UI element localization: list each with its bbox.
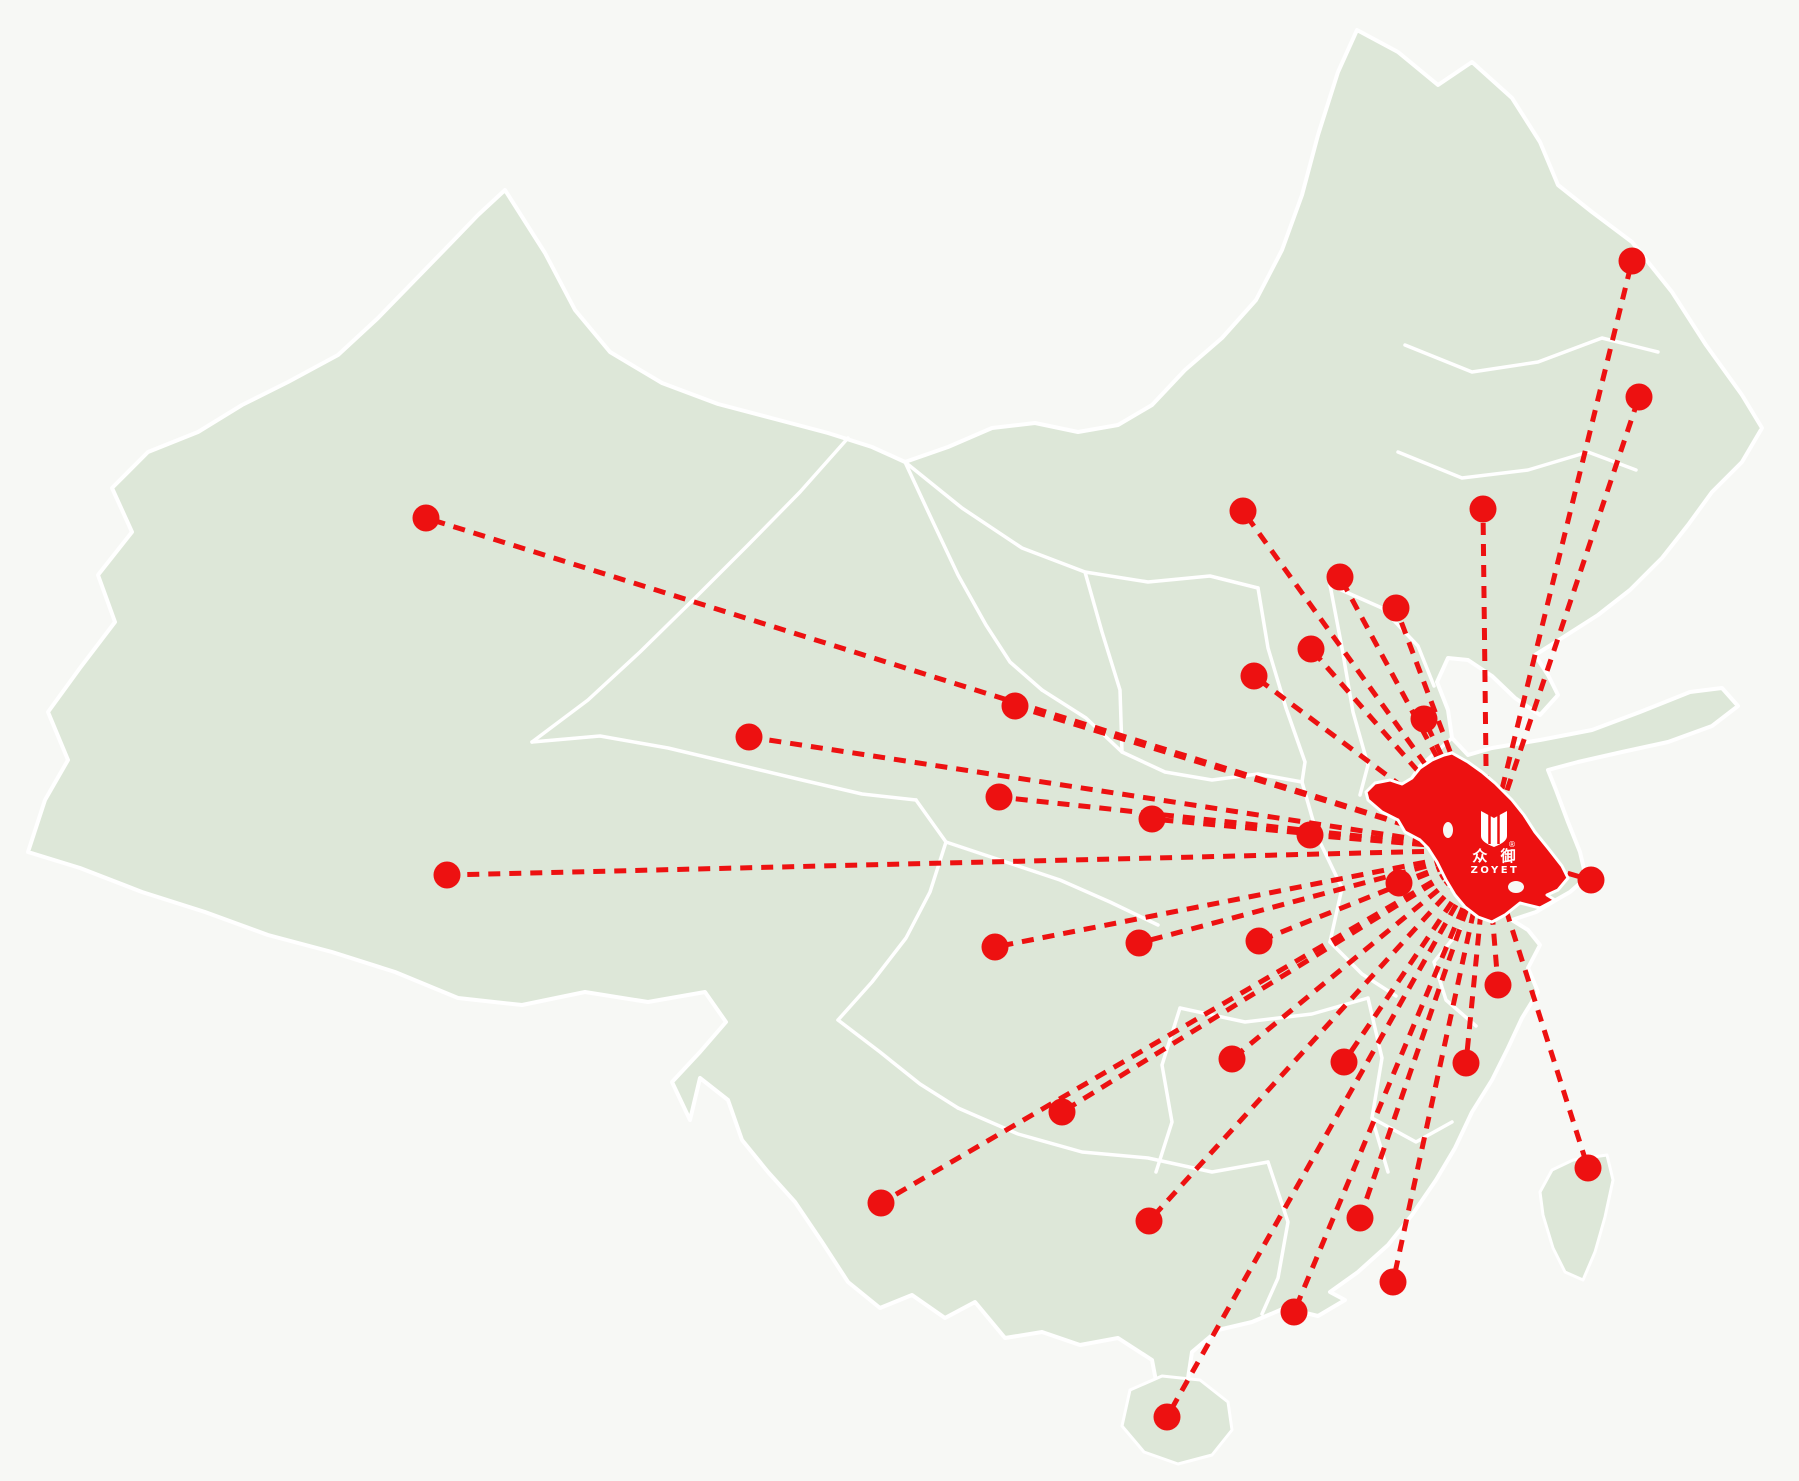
province-border [836,798,948,1022]
location-dot [1326,563,1354,591]
location-dot [1452,1049,1480,1077]
registered-mark: ® [1508,840,1516,849]
location-dot [1229,497,1257,525]
location-dot [1297,635,1325,663]
shield-icon [1481,811,1507,847]
china-mainland [26,28,1764,1404]
location-dot [1346,1204,1374,1232]
connection-line [1484,396,1642,851]
connection-line [1357,849,1490,1219]
location-dot [1577,866,1605,894]
location-dot [1469,495,1497,523]
location-dot [1138,805,1166,833]
location-dot [1574,1154,1602,1182]
location-dot [1125,929,1153,957]
province-border [1300,780,1344,944]
connection-line [1484,849,1591,1169]
location-dot [1001,692,1029,720]
province-border [530,436,850,744]
connection-line [446,847,1488,878]
province-border [1432,928,1478,1028]
province-borders [530,336,1660,1316]
province-border [836,1018,960,1110]
location-dot [1618,247,1646,275]
lake [1443,822,1453,838]
location-dot [1382,594,1410,622]
location-dot [1385,869,1413,897]
province-border [1328,583,1370,797]
connection-line [1164,848,1490,1419]
province-border [1403,336,1660,374]
location-dots [412,247,1653,1431]
connection-line [1390,849,1490,1283]
lake [1508,881,1524,893]
province-border [530,734,918,802]
location-dot [1153,1403,1181,1431]
province-border [1366,996,1390,1174]
province-border [1370,1116,1454,1144]
province-border [1260,1160,1290,1316]
connection-line [1486,847,1592,883]
location-dot [1280,1298,1308,1326]
location-dot [1330,1048,1358,1076]
location-dot [1410,705,1438,733]
location-dot [433,861,461,889]
connection-line [1463,849,1490,1064]
province-border [1178,996,1370,1024]
location-dot [1048,1098,1076,1126]
province-border [1396,450,1638,480]
province-border [1040,688,1304,784]
brand-logo: ® 众 御 ZOYET [1471,811,1520,876]
location-dot [1245,927,1273,955]
province-border [1328,583,1436,688]
location-dot [1379,1268,1407,1296]
province-border [1328,940,1398,998]
location-dot [1240,662,1268,690]
connection-line [998,794,1488,853]
connection-line [879,847,1489,1206]
location-dot [867,1189,895,1217]
location-dot [735,723,763,751]
connection-line [1480,508,1490,851]
location-dot [1484,971,1512,999]
location-dot [1296,821,1324,849]
location-dot [985,783,1013,811]
location-dot [1625,383,1653,411]
connection-line [1138,847,1488,946]
location-dot [981,933,1009,961]
connection-line [425,515,1488,853]
connection-line [1230,848,1489,1061]
taiwan-island [1538,1153,1615,1282]
location-dot [1218,1045,1246,1073]
hub-region [1364,751,1570,924]
province-border [903,460,1044,692]
location-dot [412,504,440,532]
logo-text-latin: ZOYET [1471,865,1520,876]
province-border [1256,586,1307,784]
location-dot [1135,1207,1163,1235]
province-border [944,840,1160,927]
province-border [1083,570,1124,754]
logo-text-chinese: 众 御 [1472,847,1519,865]
connection-line [1484,260,1635,851]
